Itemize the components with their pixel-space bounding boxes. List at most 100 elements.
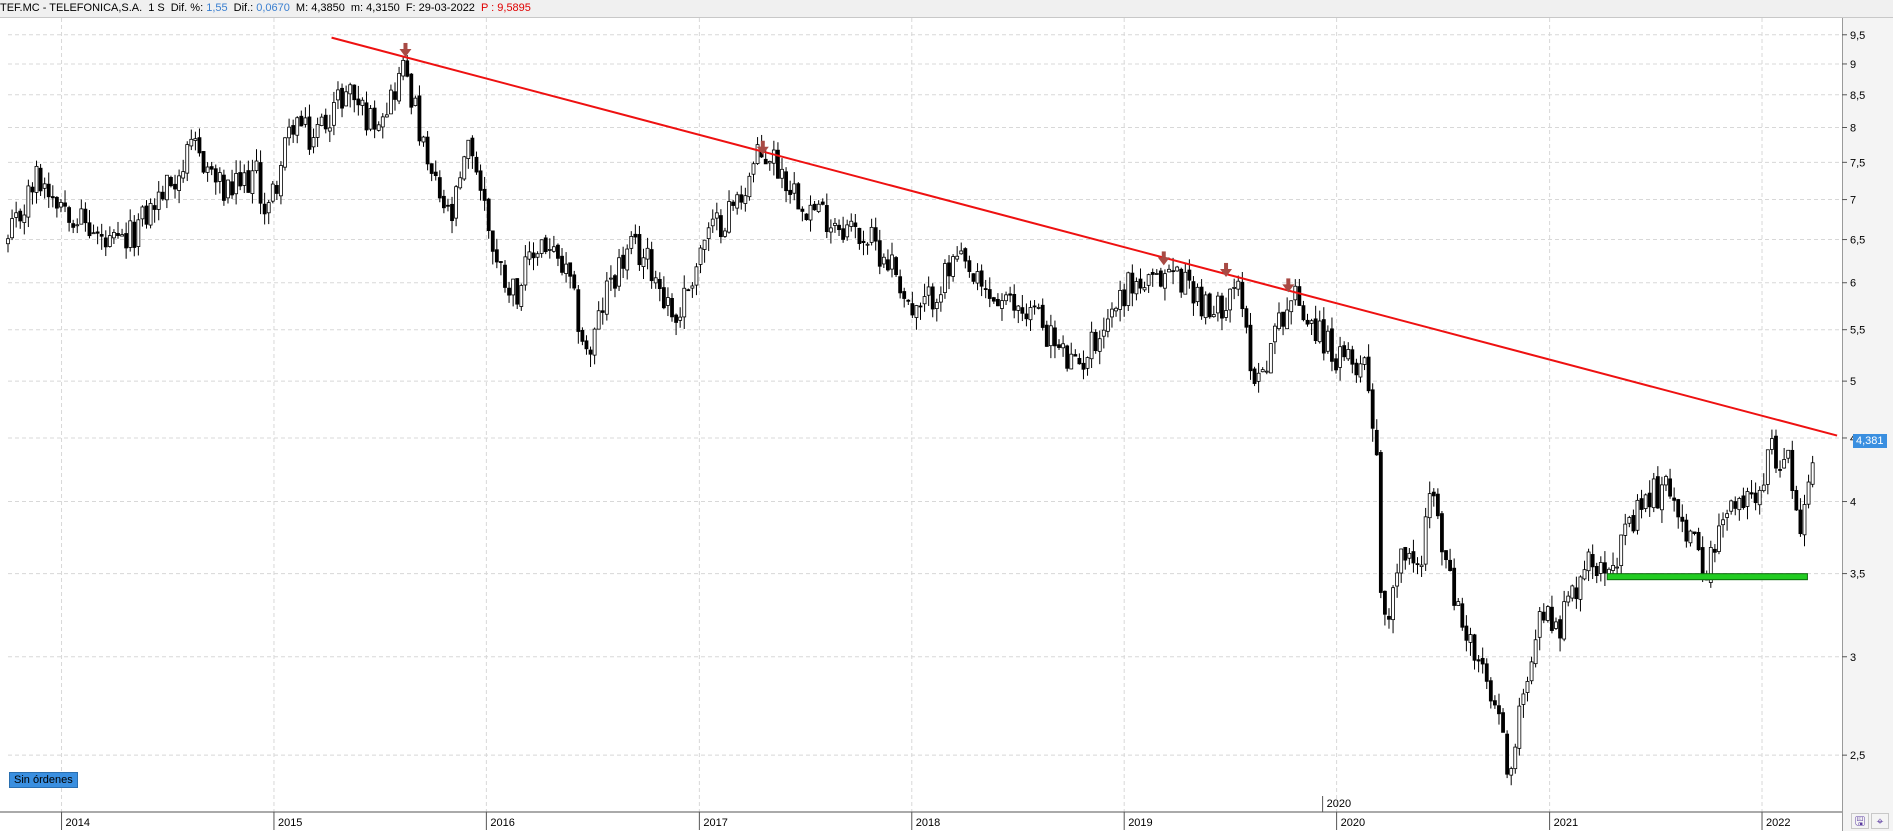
candle-body [79, 208, 84, 225]
resistance-trendline[interactable] [331, 36, 1838, 437]
price-axis-panel[interactable] [1842, 18, 1893, 831]
candle-body [1150, 272, 1155, 275]
candle-body [1476, 659, 1481, 662]
candle-body [1802, 504, 1807, 536]
candle-body [287, 126, 291, 139]
candle-body [1452, 567, 1457, 606]
candle-body [910, 303, 915, 316]
candle-body [1431, 491, 1436, 497]
drawn-lines[interactable] [331, 36, 1838, 581]
y-tick-label: 3,5 [1850, 569, 1865, 581]
candle-body [723, 230, 727, 237]
candle-body [1187, 269, 1192, 281]
candle-body [433, 171, 438, 177]
candle-body [1032, 305, 1037, 308]
candle-body [1643, 494, 1648, 510]
candle-body [751, 163, 756, 175]
candle-body [340, 87, 344, 109]
candle-body [1044, 324, 1049, 347]
candle-body [621, 254, 626, 269]
candle-body [295, 117, 300, 136]
last-price-tag: 4,381 [1853, 434, 1887, 448]
min-value: 4,3150 [366, 2, 400, 14]
candle-body [535, 253, 540, 258]
candle-body [1313, 318, 1318, 342]
candle-body [951, 256, 955, 277]
candle-body [1391, 587, 1395, 621]
candle-body [1423, 516, 1428, 565]
dif-value: 0,0670 [256, 2, 290, 14]
candle-body [873, 227, 878, 242]
candle-body [727, 201, 731, 233]
candle-body [551, 246, 556, 252]
candle-body [877, 240, 882, 267]
candle-body [1256, 372, 1261, 382]
candle-body [34, 165, 39, 193]
max-value: 4,3850 [311, 2, 345, 14]
candle-body [714, 212, 719, 219]
candle-body [1020, 307, 1025, 314]
candlestick-chart[interactable]: 9,598,587,576,565,554,543,532,5 20142015… [0, 18, 1893, 831]
candle-body [1224, 310, 1228, 318]
candle-body [1611, 565, 1615, 571]
candle-body [588, 349, 593, 355]
candle-body [1484, 663, 1489, 682]
candle-body [1179, 268, 1184, 293]
candle-body [1444, 550, 1448, 561]
candle-body [1586, 551, 1591, 572]
support-line[interactable] [1606, 573, 1808, 581]
candle-body [890, 254, 894, 270]
save-icon[interactable]: 🖫 [1851, 813, 1869, 829]
candle-body [1440, 513, 1444, 553]
y-axis-ticks: 9,598,587,576,565,554,543,532,5 [1842, 30, 1865, 762]
candle-body [670, 298, 674, 318]
orders-status-badge[interactable]: Sin órdenes [9, 772, 78, 788]
candle-body [1448, 559, 1452, 571]
candle-body [771, 149, 776, 164]
candle-body [1024, 313, 1029, 320]
price-label: P : [480, 2, 495, 14]
candle-body [454, 186, 459, 219]
candle-body [828, 227, 833, 233]
y-tick-label: 5,5 [1850, 325, 1865, 337]
candle-body [450, 203, 454, 222]
candle-body [1749, 492, 1754, 495]
candle-body [258, 162, 263, 204]
candle-body [1114, 307, 1118, 312]
candle-body [446, 204, 450, 207]
candle-body [1521, 693, 1526, 705]
candle-body [1403, 547, 1408, 561]
candle-body [124, 233, 129, 249]
dif-pct-label: Dif. %: [170, 2, 204, 14]
candle-body [1692, 531, 1697, 534]
candle-body [1627, 517, 1632, 524]
candle-body [1757, 489, 1762, 506]
pin-icon[interactable]: ⌖ [1871, 813, 1889, 829]
candle-body [14, 212, 19, 218]
candle-body [833, 222, 837, 226]
y-tick-label: 9,5 [1850, 30, 1865, 42]
candle-body [1252, 368, 1257, 384]
candle-body [1277, 312, 1281, 330]
candle-body [1696, 531, 1701, 551]
candle-body [1708, 547, 1713, 583]
candle-body [1077, 357, 1082, 365]
candle-body [1191, 281, 1196, 304]
candle-body [991, 297, 996, 302]
x-tick-label: 2015 [278, 817, 302, 829]
candle-body [861, 240, 866, 244]
candle-body [46, 183, 51, 198]
candle-body [1639, 498, 1644, 510]
candle-body [368, 108, 373, 130]
candle-body [413, 97, 418, 106]
dif-label: Dif.: [233, 2, 254, 14]
candle-body [1774, 435, 1778, 469]
candle-body [1672, 497, 1677, 501]
candle-body [633, 233, 638, 238]
x-tick-label: 2018 [916, 817, 940, 829]
candle-body [99, 234, 104, 237]
candle-body [156, 191, 161, 210]
candle-body [604, 280, 609, 315]
candle-body [1509, 768, 1514, 776]
candle-body [1048, 325, 1053, 347]
